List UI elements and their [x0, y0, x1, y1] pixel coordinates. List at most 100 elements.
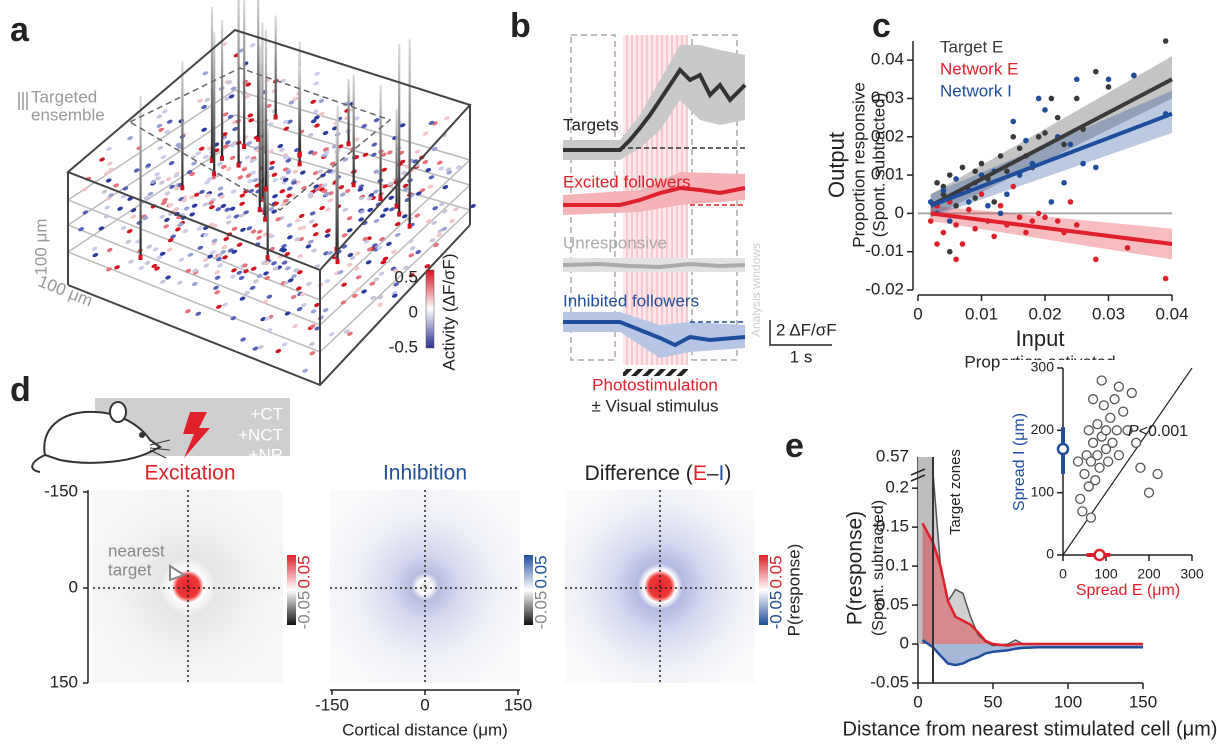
cell-dot	[159, 214, 165, 219]
cell-dot	[312, 232, 319, 237]
map-title: Difference (E–I)	[585, 462, 732, 485]
crosshairs	[93, 490, 755, 683]
cell-dot	[203, 257, 209, 262]
cell-dot	[266, 328, 273, 333]
cell-dot	[349, 256, 356, 261]
point	[1075, 493, 1086, 505]
cell-dot	[243, 269, 249, 274]
cell-dot	[244, 290, 251, 295]
legend-entry: Target E	[940, 37, 1003, 56]
cell-dot	[144, 260, 151, 265]
cell-dot	[169, 184, 175, 189]
cell-dot	[369, 281, 376, 286]
target-zone	[918, 457, 933, 645]
point	[940, 229, 947, 236]
cell-dot	[380, 152, 387, 157]
stim-bar	[623, 369, 688, 376]
panel-a: Targeted ensemble 100 μm 100 μm 0.5 0 -0…	[18, 0, 476, 387]
cell-dot	[249, 158, 256, 163]
panel-letter: d	[10, 371, 31, 409]
y-tick-label: -0.05	[870, 672, 909, 691]
cell-dot	[373, 218, 380, 223]
cell-dot	[230, 189, 237, 194]
cell-dot	[196, 226, 203, 231]
scale-label: 2 ΔF/σF	[776, 320, 837, 339]
cell-dot	[159, 251, 166, 256]
cell-dot	[392, 268, 399, 273]
point	[1023, 229, 1029, 236]
map-axes	[83, 490, 520, 695]
cell-dot	[204, 97, 211, 102]
panel-d: +CT +NCT +NR Excitation Inhibition Diffe…	[31, 398, 803, 739]
y-axis-sublabel: (Spont. subtracted)	[869, 93, 888, 238]
point	[1042, 214, 1048, 221]
point	[1023, 137, 1029, 144]
cell-dot	[302, 368, 308, 373]
cell-dot	[214, 290, 221, 295]
inset-bg	[1000, 360, 1210, 600]
cell-dot	[271, 172, 278, 177]
cell-dot	[306, 281, 312, 286]
cell-dot	[391, 293, 398, 298]
cell-dot	[314, 115, 320, 120]
cell-dot	[401, 214, 408, 219]
cell-dot	[201, 104, 207, 110]
y-tick-label: 0	[895, 203, 904, 222]
cell-dot	[247, 113, 254, 118]
x-tick-label: 0	[1059, 566, 1067, 582]
cell-dot	[162, 197, 168, 202]
rod	[264, 30, 268, 191]
cell-dot	[285, 170, 292, 175]
cell-dot	[346, 228, 353, 233]
cell-dot	[183, 206, 190, 211]
cell-dot	[197, 98, 203, 103]
cell-dot	[312, 223, 319, 228]
y-axis-sublabel: Proportion responsive	[849, 82, 868, 247]
cell-dot	[408, 273, 415, 278]
y-tick-label: -0.02	[865, 279, 904, 298]
rod	[257, 0, 260, 141]
cell-dot	[388, 195, 395, 200]
cell-dot	[206, 177, 213, 182]
point	[1143, 487, 1155, 498]
point	[940, 191, 947, 198]
charts: 0 0.01 0.02 0.03 0.04 -0.02 -0.01 0 0.01 0.02 0.03…	[824, 37, 1217, 740]
cell-dot	[383, 207, 389, 212]
point	[1054, 114, 1061, 121]
cell-dot	[224, 96, 230, 101]
cell-dot	[230, 86, 237, 91]
point	[1105, 84, 1112, 90]
point	[1042, 130, 1048, 136]
cell-dot	[422, 131, 429, 136]
cell-dot	[81, 187, 88, 192]
point	[1061, 141, 1067, 148]
cell-dot	[283, 155, 289, 160]
x-tick-label: 150	[1129, 692, 1157, 711]
cell-dot	[151, 263, 158, 269]
cell-dot	[373, 189, 379, 194]
cell-dot	[294, 237, 300, 242]
x-tick-label: 0.01	[965, 304, 998, 323]
cell-dot	[91, 246, 98, 251]
cell-dot	[277, 144, 284, 149]
point	[1048, 95, 1055, 102]
cell-dot	[156, 123, 163, 128]
point	[1122, 425, 1133, 436]
cell-dot	[353, 266, 360, 271]
cell-dot	[428, 120, 435, 125]
trace-label: Excited followers	[563, 172, 691, 191]
stim-sublabel: ± Visual stimulus	[591, 396, 718, 415]
cell-dot	[453, 207, 459, 212]
colorbar	[287, 555, 296, 625]
cell-dot	[299, 292, 306, 297]
pointer-label: target	[108, 560, 152, 579]
cell-dot	[222, 255, 228, 260]
cell-dot	[225, 215, 232, 220]
point	[1113, 381, 1125, 392]
y-tick-label: -150	[44, 481, 78, 500]
panel-letter: e	[785, 427, 804, 465]
cell-dot	[208, 200, 215, 205]
cell-dot	[285, 158, 292, 163]
y-tick-label: 0.05	[876, 595, 909, 614]
cell-dot	[238, 275, 245, 281]
